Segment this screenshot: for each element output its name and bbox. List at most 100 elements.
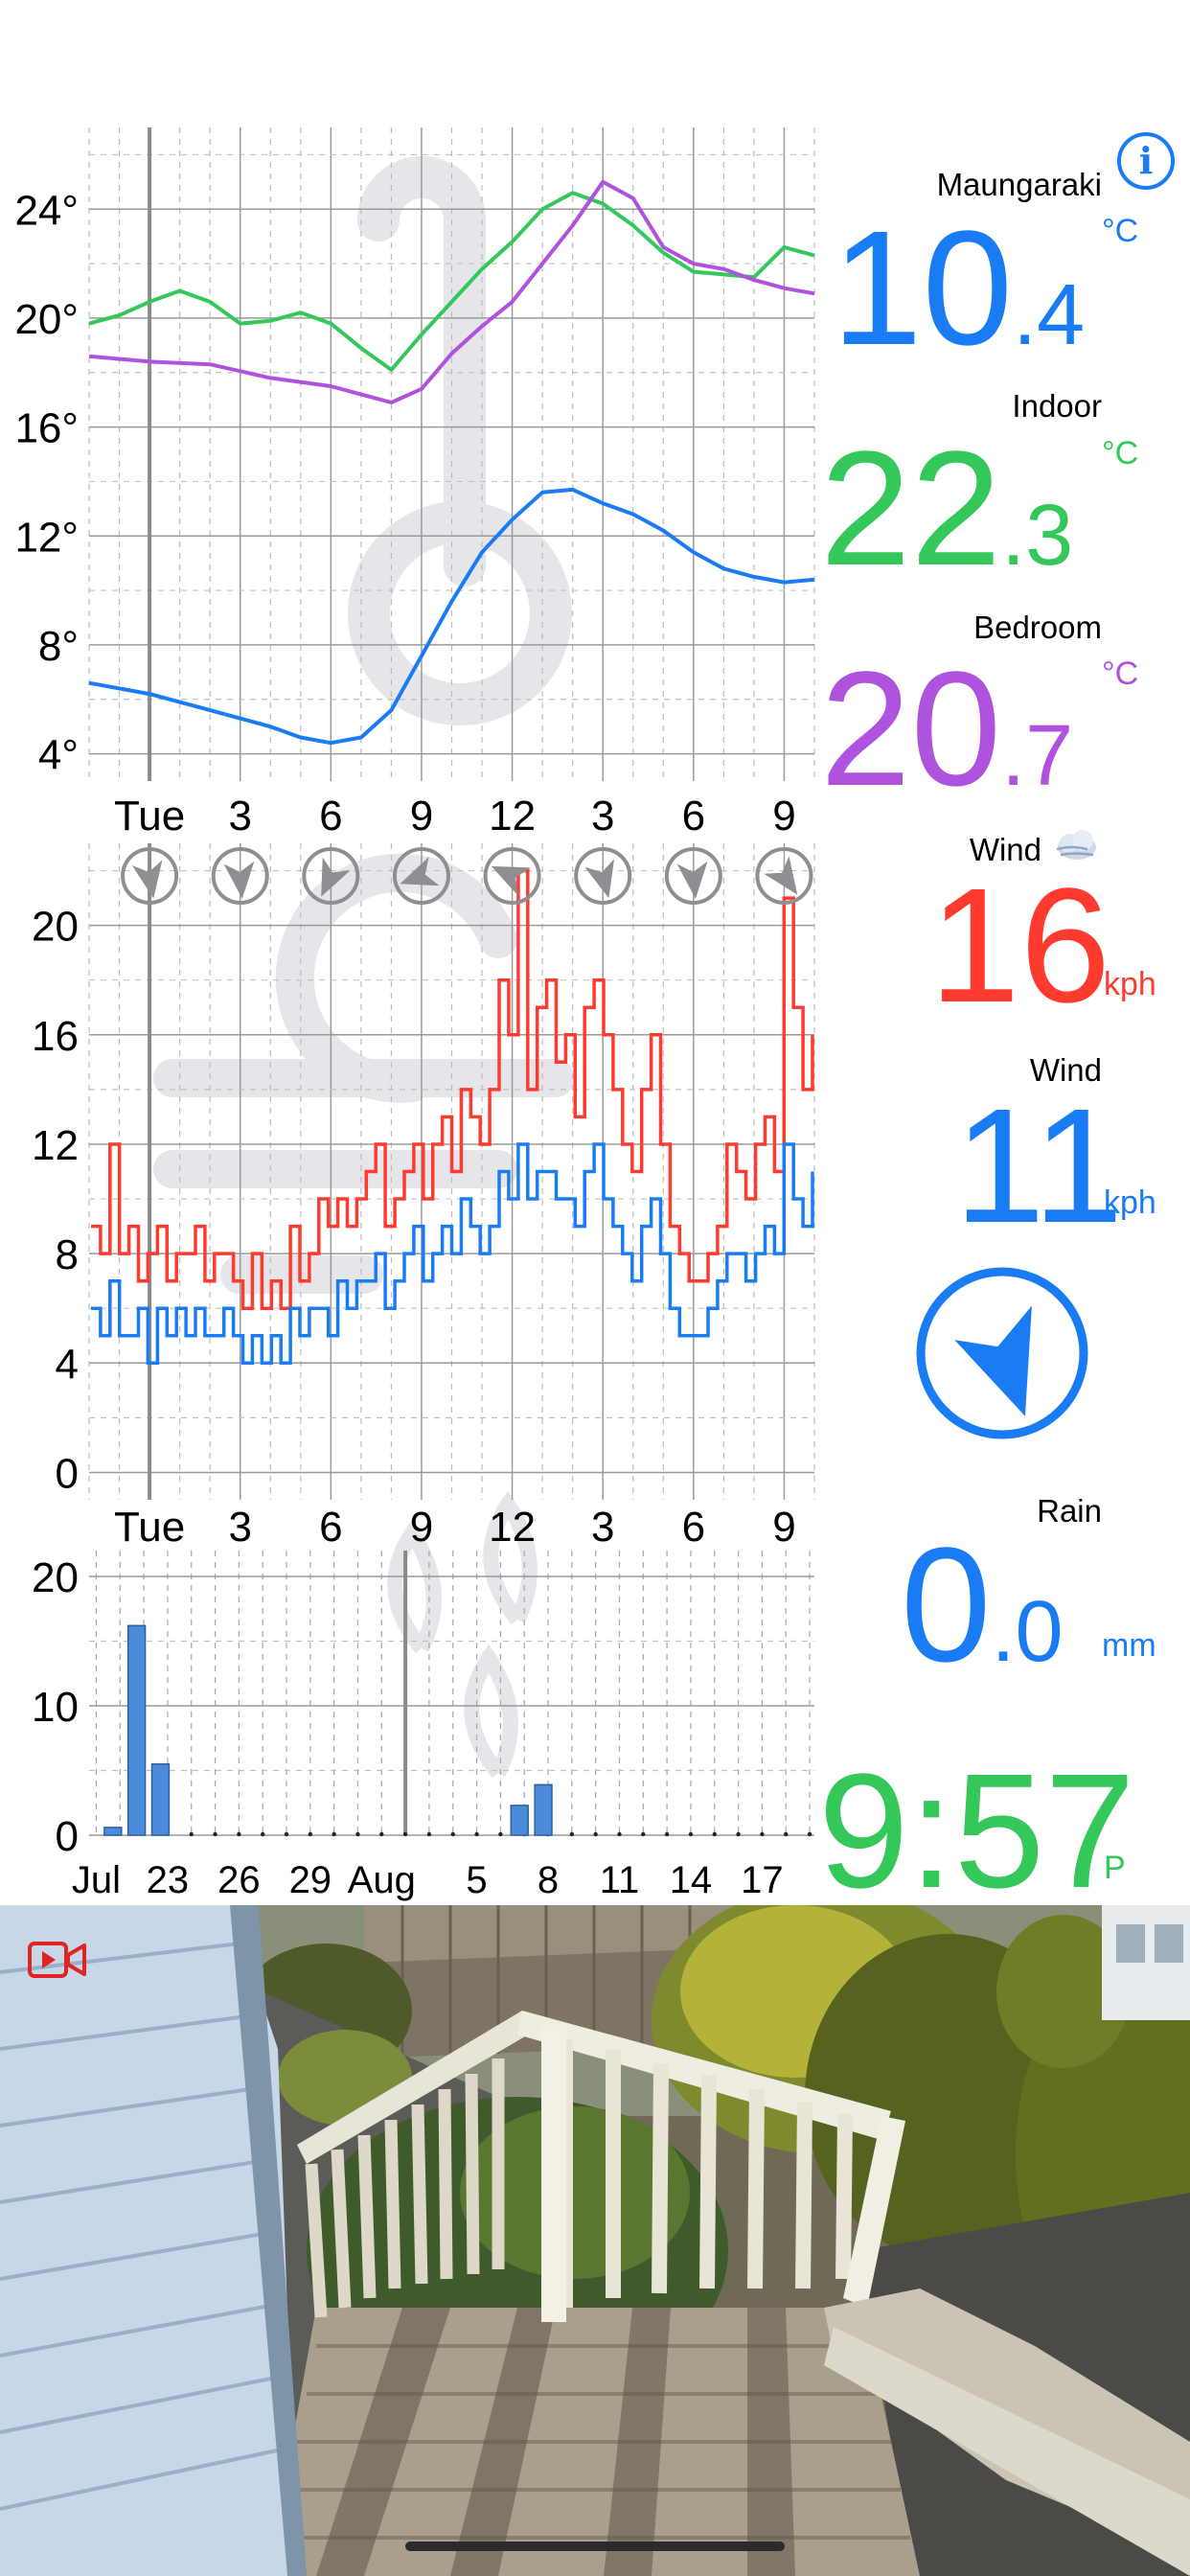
rain-xtick-label: 5 bbox=[466, 1859, 487, 1901]
wind-xtick-label: 9 bbox=[772, 1504, 795, 1551]
rain-xtick-label: 23 bbox=[147, 1859, 190, 1901]
wind-direction-arrow-icon bbox=[392, 847, 450, 905]
wind-direction-arrow-icon bbox=[211, 847, 269, 905]
wind-chart: 0 4 8 12 16 20 Tue 3 6 9 12 3 6 9 bbox=[32, 843, 815, 1551]
wind-xtick-label: 12 bbox=[489, 1504, 536, 1551]
temp-ytick-label: 20° bbox=[14, 296, 79, 343]
wind-direction-arrow-icon bbox=[574, 847, 632, 905]
wind-direction-arrow-icon bbox=[483, 847, 541, 905]
wind-average-label: Wind bbox=[1029, 1052, 1102, 1088]
wind-watermark-icon bbox=[153, 853, 575, 1294]
rain-ytick-label: 10 bbox=[32, 1684, 79, 1731]
bedroom-label: Bedroom bbox=[973, 610, 1102, 645]
wind-ytick-label: 4 bbox=[56, 1341, 79, 1388]
video-camera-icon[interactable] bbox=[27, 1938, 88, 1982]
camera-image bbox=[0, 1905, 1190, 2576]
indoor-temp-dec: .3 bbox=[1001, 488, 1074, 584]
rain-bar bbox=[126, 1624, 147, 1836]
thermometer-bulb-watermark bbox=[348, 501, 572, 725]
indoor-temperature: 22.3 bbox=[820, 427, 1073, 590]
home-indicator[interactable] bbox=[405, 2542, 785, 2551]
rain-label: Rain bbox=[1037, 1493, 1102, 1529]
temp-ytick-label: 16° bbox=[14, 405, 79, 452]
temp-ytick-label: 4° bbox=[38, 732, 79, 779]
charts-area: 4° 8° 12° 16° 20° 24° Tue 3 6 9 12 3 6 9 0 4 8 12 16 20 Tue… bbox=[14, 127, 815, 1901]
wind-direction-pointer bbox=[954, 1305, 1032, 1416]
maungaraki-temperature: 10.4 bbox=[832, 207, 1085, 370]
temp-xtick-label: 9 bbox=[410, 793, 433, 840]
rain-xtick-label: 14 bbox=[670, 1859, 713, 1901]
wind-xtick-label: 9 bbox=[410, 1504, 433, 1551]
bedroom-temperature: 20.7 bbox=[820, 648, 1073, 811]
indoor-temp-int: 22 bbox=[820, 418, 1002, 600]
maungaraki-unit: °C bbox=[1102, 213, 1139, 249]
rain-xtick-label: Aug bbox=[348, 1859, 416, 1901]
rain-xtick-label: Jul bbox=[72, 1859, 121, 1901]
maungaraki-label: Maungaraki bbox=[936, 167, 1102, 202]
wind-series-gust bbox=[91, 868, 814, 1310]
temp-series-maungaraki bbox=[88, 487, 815, 746]
wind-ytick-label: 8 bbox=[56, 1231, 79, 1278]
wind-direction-arrow-icon bbox=[121, 847, 179, 905]
bedroom-unit: °C bbox=[1102, 656, 1139, 692]
info-button[interactable]: i bbox=[1117, 132, 1175, 190]
rain-xtick-label: 26 bbox=[217, 1859, 261, 1901]
rain-bar bbox=[534, 1783, 553, 1836]
rain-xtick-label: 29 bbox=[289, 1859, 332, 1901]
wind-xtick-label: 6 bbox=[682, 1504, 705, 1551]
temp-xtick-label: 9 bbox=[772, 793, 795, 840]
wind-xtick-label: 3 bbox=[228, 1504, 251, 1551]
wind-direction-arrow-icon bbox=[755, 847, 813, 905]
wind-xtick-label: Tue bbox=[114, 1504, 185, 1551]
camera-feed[interactable] bbox=[0, 1905, 1190, 2576]
wind-ytick-label: 16 bbox=[32, 1013, 79, 1060]
rain-bar bbox=[150, 1763, 171, 1836]
rain-int: 0 bbox=[901, 1514, 992, 1696]
bedroom-temp-dec: .7 bbox=[1001, 708, 1074, 804]
wind-direction-arrow-icon bbox=[302, 847, 360, 905]
rain-bar bbox=[103, 1827, 123, 1836]
temp-ytick-label: 24° bbox=[14, 187, 79, 234]
clock: 9:57 bbox=[818, 1750, 1135, 1913]
temp-xtick-label: 3 bbox=[228, 793, 251, 840]
temp-ytick-label: 12° bbox=[14, 514, 79, 561]
wind-xtick-label: 3 bbox=[591, 1504, 614, 1551]
wind-average-unit: kph bbox=[1104, 1184, 1156, 1221]
temperature-chart: 4° 8° 12° 16° 20° 24° Tue 3 6 9 12 3 6 9 bbox=[14, 127, 815, 840]
bedroom-temp-int: 20 bbox=[820, 638, 1002, 820]
rain-unit: mm bbox=[1102, 1627, 1156, 1664]
temp-xtick-label: 3 bbox=[591, 793, 614, 840]
wind-cloud-icon bbox=[1056, 830, 1096, 860]
wind-series-average bbox=[91, 1142, 814, 1366]
wind-ytick-label: 0 bbox=[56, 1450, 79, 1497]
wind-ytick-label: 20 bbox=[32, 904, 79, 951]
temp-xtick-label: 12 bbox=[489, 793, 536, 840]
wind-xtick-label: 6 bbox=[319, 1504, 342, 1551]
rain-xtick-label: 17 bbox=[741, 1859, 784, 1901]
temp-xtick-label: 6 bbox=[319, 793, 342, 840]
rain-chart: 0 10 20 Jul 23 26 29 Aug 5 8 11 14 17 bbox=[32, 1551, 814, 1901]
rain-ytick-label: 20 bbox=[32, 1554, 79, 1601]
rain-bar bbox=[510, 1805, 529, 1836]
rain-xtick-label: 8 bbox=[538, 1859, 559, 1901]
temp-ytick-label: 8° bbox=[38, 623, 79, 670]
wind-ytick-label: 12 bbox=[32, 1122, 79, 1169]
indoor-label: Indoor bbox=[1012, 388, 1102, 424]
temp-xtick-label: Tue bbox=[114, 793, 185, 840]
wind-gust-label: Wind bbox=[969, 832, 1041, 867]
rain-ytick-label: 0 bbox=[56, 1813, 79, 1860]
wind-average-number: 11 bbox=[954, 1075, 1124, 1257]
temp-series-bedroom bbox=[88, 179, 815, 404]
temp-xtick-label: 6 bbox=[682, 793, 705, 840]
wind-average-value: 11 bbox=[954, 1085, 1123, 1248]
rain-dec: .0 bbox=[991, 1584, 1064, 1680]
thermometer-watermark-icon bbox=[357, 156, 486, 586]
maungaraki-temp-dec: .4 bbox=[1013, 267, 1086, 363]
wind-gust-value: 16 bbox=[929, 864, 1110, 1027]
rain-value: 0.0 bbox=[901, 1524, 1064, 1687]
clock-time: 9:57 bbox=[818, 1740, 1135, 1922]
maungaraki-temp-int: 10 bbox=[832, 197, 1014, 380]
wind-direction-arrow-icon bbox=[664, 847, 722, 905]
wind-gust-unit: kph bbox=[1104, 966, 1156, 1002]
wind-direction-icon bbox=[916, 1267, 1088, 1439]
